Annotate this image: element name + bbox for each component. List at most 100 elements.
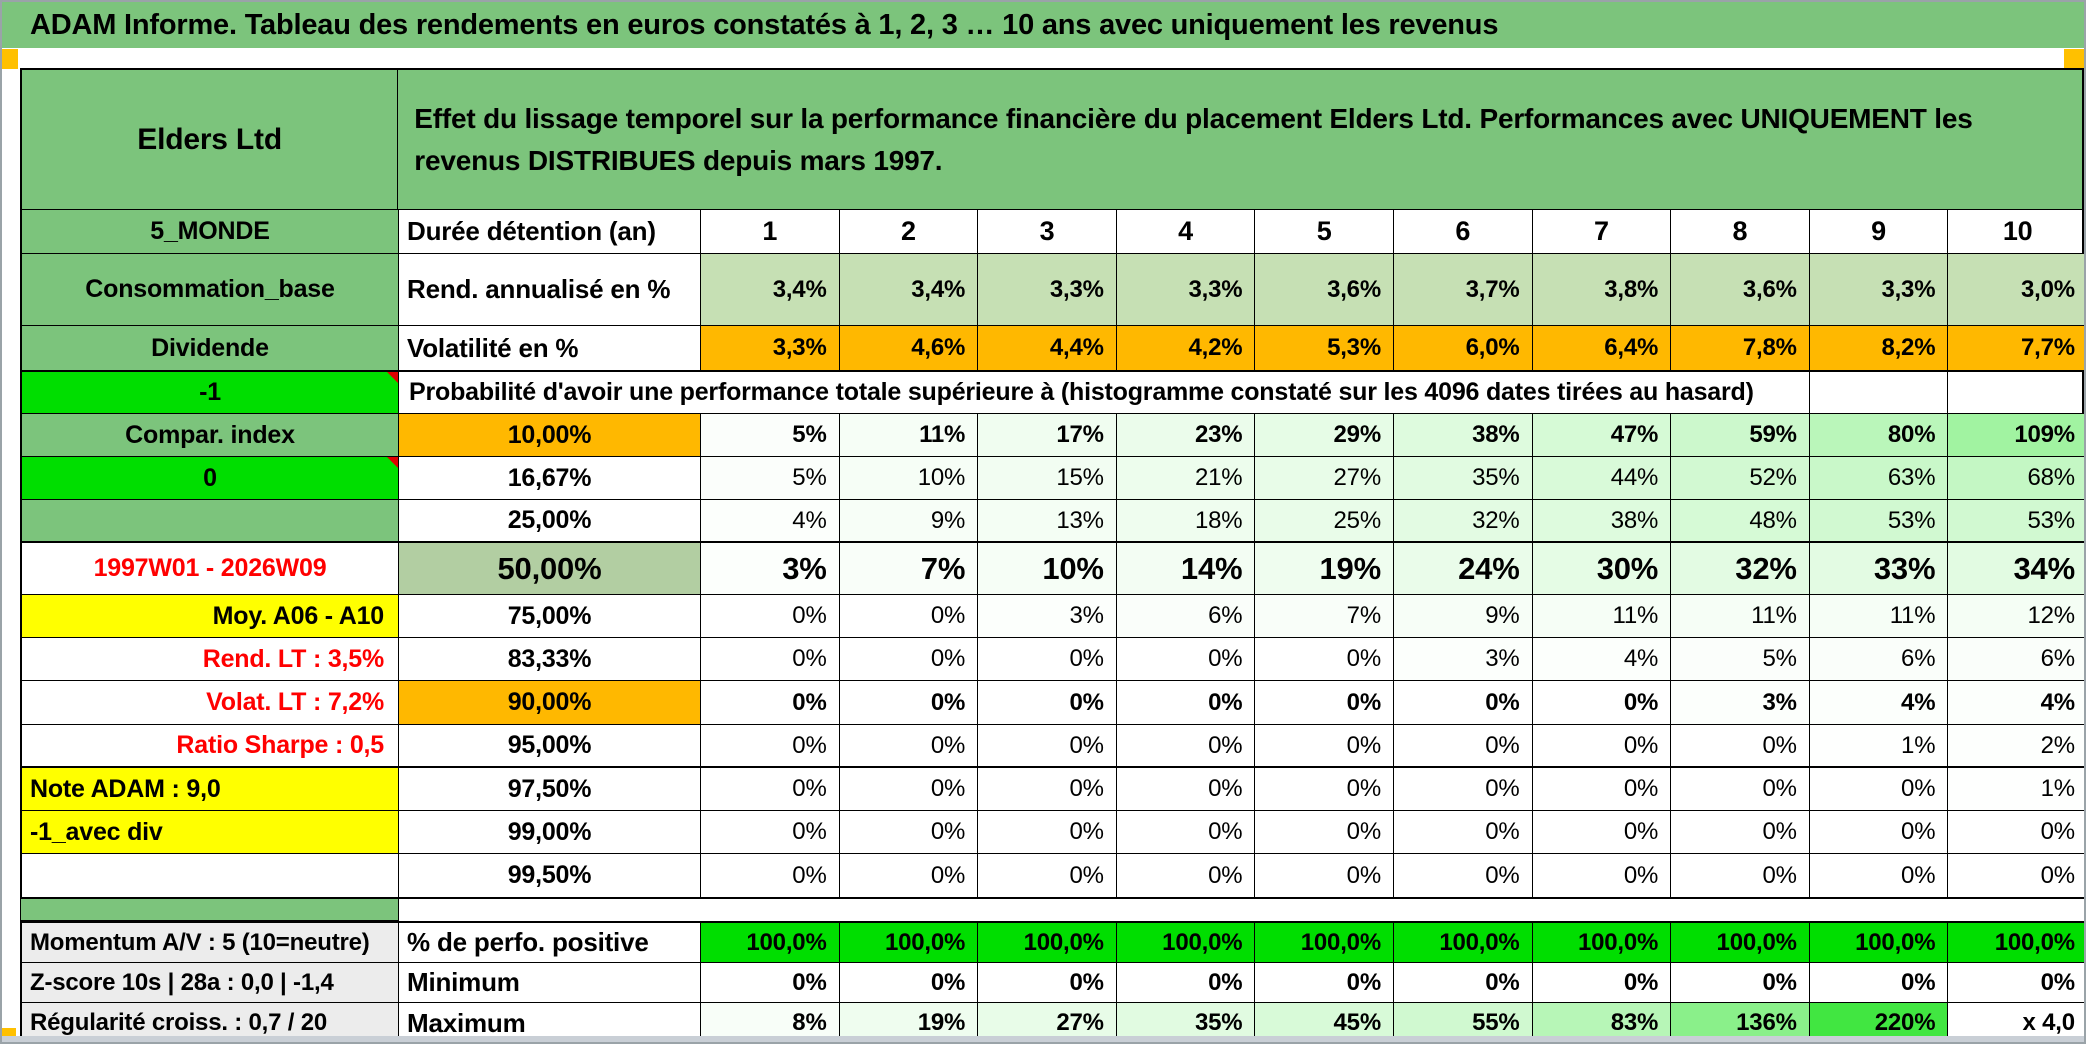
data-cell[interactable]: 0% [701,681,840,725]
data-cell[interactable]: 24% [1393,543,1533,595]
column-header-cell[interactable]: 5 [1255,210,1394,254]
data-cell[interactable]: 7,8% [1671,326,1810,372]
row-label-cell[interactable] [22,500,399,543]
column-header-cell[interactable]: 2 [839,210,979,254]
data-cell[interactable]: 4,4% [978,326,1117,372]
data-cell[interactable]: 0% [1809,854,1949,897]
data-cell[interactable]: 0% [839,725,979,768]
data-cell[interactable]: 32% [1393,500,1533,543]
data-cell[interactable]: 0% [1255,854,1394,897]
data-cell[interactable]: 7,7% [1948,326,2084,372]
data-cell[interactable]: 19% [839,1003,979,1042]
data-cell[interactable]: 13% [978,500,1117,543]
data-cell[interactable]: 3,7% [1393,254,1533,326]
row-label-cell[interactable]: Dividende [22,326,399,372]
data-cell[interactable]: 34% [1948,543,2084,595]
data-cell[interactable]: 100,0% [1809,923,1949,963]
data-cell[interactable]: 0% [1255,681,1394,725]
data-cell[interactable]: 0% [839,854,979,897]
data-cell[interactable]: 0% [1116,638,1256,681]
row-label-cell[interactable]: Z-score 10s | 28a : 0,0 | -1,4 [22,963,399,1003]
data-cell[interactable]: 0% [1393,681,1533,725]
column-header-cell[interactable]: 8 [1671,210,1810,254]
data-cell[interactable]: 0% [701,638,840,681]
data-cell[interactable]: 0% [1116,854,1256,897]
data-cell[interactable]: 14% [1116,543,1256,595]
empty-cell[interactable] [1809,372,1949,414]
data-cell[interactable]: 0% [1671,963,1810,1003]
data-cell[interactable]: 0% [701,725,840,768]
data-cell[interactable]: 0% [839,681,979,725]
data-cell[interactable]: 3% [1671,681,1810,725]
data-cell[interactable]: 6,4% [1532,326,1672,372]
row-header-cell[interactable]: 99,50% [399,854,701,897]
data-cell[interactable]: 1% [1809,725,1949,768]
data-cell[interactable]: 55% [1393,1003,1533,1042]
data-cell[interactable]: 136% [1671,1003,1810,1042]
data-cell[interactable]: 35% [1393,457,1533,500]
data-cell[interactable]: 68% [1948,457,2084,500]
data-cell[interactable]: 0% [1255,963,1394,1003]
data-cell[interactable]: 5% [701,414,840,457]
row-header-cell[interactable]: Minimum [399,963,701,1003]
data-cell[interactable]: 100,0% [1532,923,1672,963]
row-header-cell[interactable]: 90,00% [399,681,701,725]
data-cell[interactable]: 109% [1948,414,2084,457]
data-cell[interactable]: 27% [978,1003,1117,1042]
data-cell[interactable]: 0% [1255,638,1394,681]
data-cell[interactable]: 38% [1532,500,1672,543]
data-cell[interactable]: 0% [1393,811,1533,854]
data-cell[interactable]: 3% [978,595,1117,638]
data-cell[interactable]: 7% [839,543,979,595]
row-header-cell[interactable]: 25,00% [399,500,701,543]
row-label-cell[interactable]: Note ADAM : 9,0 [22,768,399,811]
data-cell[interactable]: 0% [978,638,1117,681]
data-cell[interactable]: 0% [1532,811,1672,854]
data-cell[interactable]: 35% [1116,1003,1256,1042]
data-cell[interactable]: 2% [1948,725,2084,768]
row-header-cell[interactable]: 95,00% [399,725,701,768]
data-cell[interactable]: 0% [1532,681,1672,725]
column-header-cell[interactable]: 9 [1809,210,1949,254]
data-cell[interactable]: 4,6% [839,326,979,372]
data-cell[interactable]: 23% [1116,414,1256,457]
data-cell[interactable]: 10% [978,543,1117,595]
data-cell[interactable]: 3,3% [1809,254,1949,326]
data-cell[interactable]: 0% [701,963,840,1003]
column-header-cell[interactable]: 7 [1532,210,1672,254]
data-cell[interactable]: 0% [978,854,1117,897]
data-cell[interactable]: 0% [1671,811,1810,854]
data-cell[interactable]: 0% [701,854,840,897]
data-cell[interactable]: 6,0% [1393,326,1533,372]
data-cell[interactable]: 0% [839,768,979,811]
data-cell[interactable]: 3,3% [701,326,840,372]
row-header-cell[interactable]: 99,00% [399,811,701,854]
data-cell[interactable]: 0% [1255,768,1394,811]
column-header-cell[interactable]: 6 [1393,210,1533,254]
row-label-cell[interactable]: Régularité croiss. : 0,7 / 20 [22,1003,399,1042]
data-cell[interactable]: 0% [1948,854,2084,897]
data-cell[interactable]: 11% [1671,595,1810,638]
data-cell[interactable]: 47% [1532,414,1672,457]
data-cell[interactable]: 0% [1255,725,1394,768]
data-cell[interactable]: 3,8% [1532,254,1672,326]
data-cell[interactable]: 30% [1532,543,1672,595]
data-cell[interactable]: 100,0% [978,923,1117,963]
row-label-cell[interactable]: Ratio Sharpe : 0,5 [22,725,399,768]
data-cell[interactable]: x 4,0 [1948,1003,2084,1042]
data-cell[interactable]: 100,0% [1948,923,2084,963]
column-header-cell[interactable]: 4 [1116,210,1256,254]
data-cell[interactable]: 220% [1809,1003,1949,1042]
data-cell[interactable]: 0% [978,963,1117,1003]
data-cell[interactable]: 48% [1671,500,1810,543]
data-cell[interactable]: 100,0% [701,923,840,963]
data-cell[interactable]: 3,0% [1948,254,2084,326]
row-label-cell[interactable]: Compar. index [22,414,399,457]
data-cell[interactable]: 0% [1948,811,2084,854]
data-cell[interactable]: 53% [1809,500,1949,543]
data-cell[interactable]: 4% [1948,681,2084,725]
data-cell[interactable]: 80% [1809,414,1949,457]
data-cell[interactable]: 27% [1255,457,1394,500]
data-cell[interactable]: 45% [1255,1003,1394,1042]
data-cell[interactable]: 4,2% [1116,326,1256,372]
